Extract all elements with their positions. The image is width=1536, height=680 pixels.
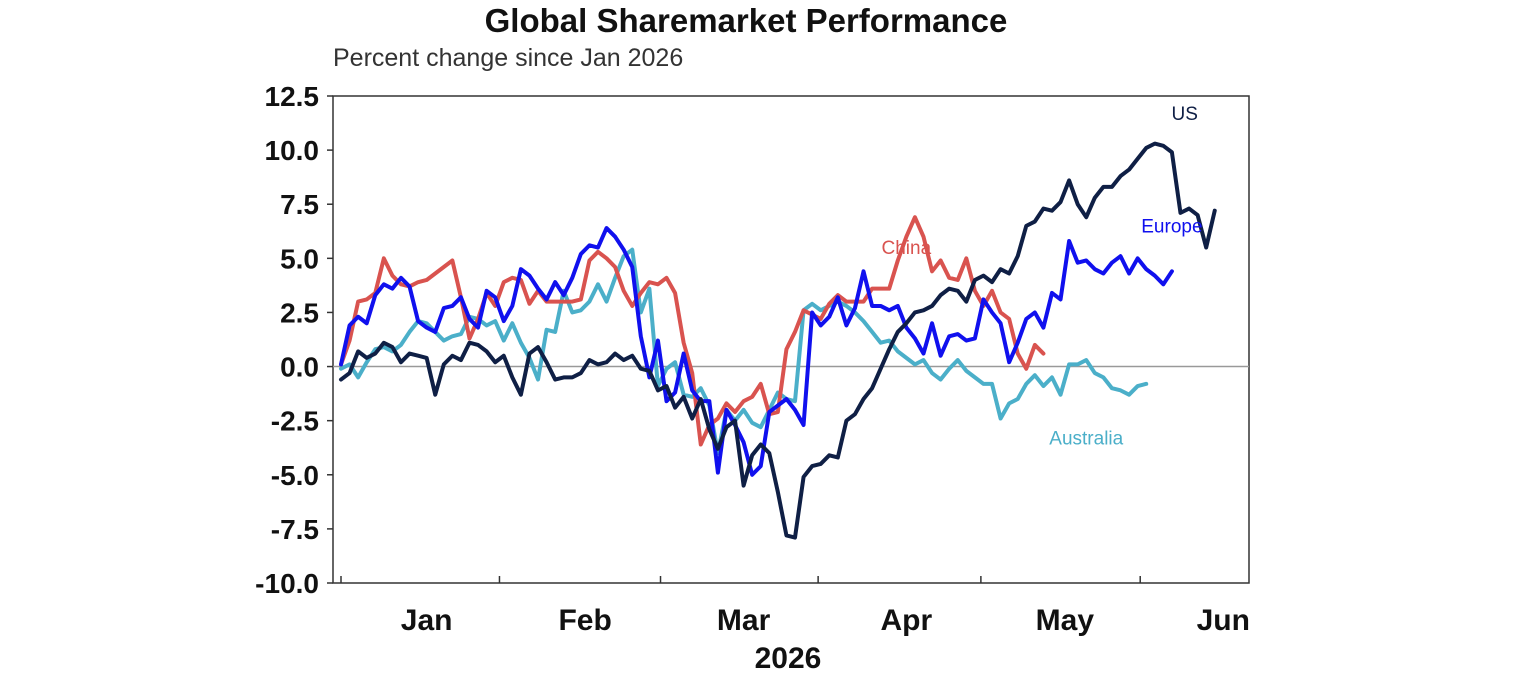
chart-subtitle: Percent change since Jan 2026: [333, 44, 684, 72]
y-tick-label: -7.5: [271, 514, 319, 545]
y-tick-label: -5.0: [271, 460, 319, 491]
x-tick-label: Mar: [717, 604, 771, 637]
x-tick-label: May: [1036, 604, 1095, 637]
x-tick-label: Jan: [401, 604, 453, 637]
series-label-australia: Australia: [1049, 428, 1123, 449]
y-tick-label: 12.5: [265, 81, 320, 112]
plot-frame: [332, 95, 1250, 584]
chart-title: Global Sharemarket Performance: [484, 2, 1008, 39]
y-tick-label: 7.5: [280, 189, 319, 220]
series-line-europe: [339, 226, 1174, 477]
series-line-us: [339, 141, 1217, 540]
x-tick-label: Jun: [1197, 604, 1250, 637]
y-tick-label: 0.0: [280, 352, 319, 383]
x-tick-label: Feb: [558, 604, 611, 637]
series-label-china: China: [882, 238, 932, 259]
series-line-australia: [339, 247, 1149, 456]
series-label-us: US: [1172, 104, 1198, 125]
x-tick-label: Apr: [881, 604, 933, 637]
y-tick-label: 10.0: [265, 135, 320, 166]
series-label-europe: Europe: [1141, 216, 1202, 237]
y-tick-label: 2.5: [280, 297, 319, 328]
series-line-china: [339, 215, 1046, 447]
x-axis-label: 2026: [755, 642, 822, 675]
y-tick-label: -10.0: [255, 568, 319, 599]
y-tick-label: -2.5: [271, 406, 319, 437]
y-tick-label: 5.0: [280, 243, 319, 274]
